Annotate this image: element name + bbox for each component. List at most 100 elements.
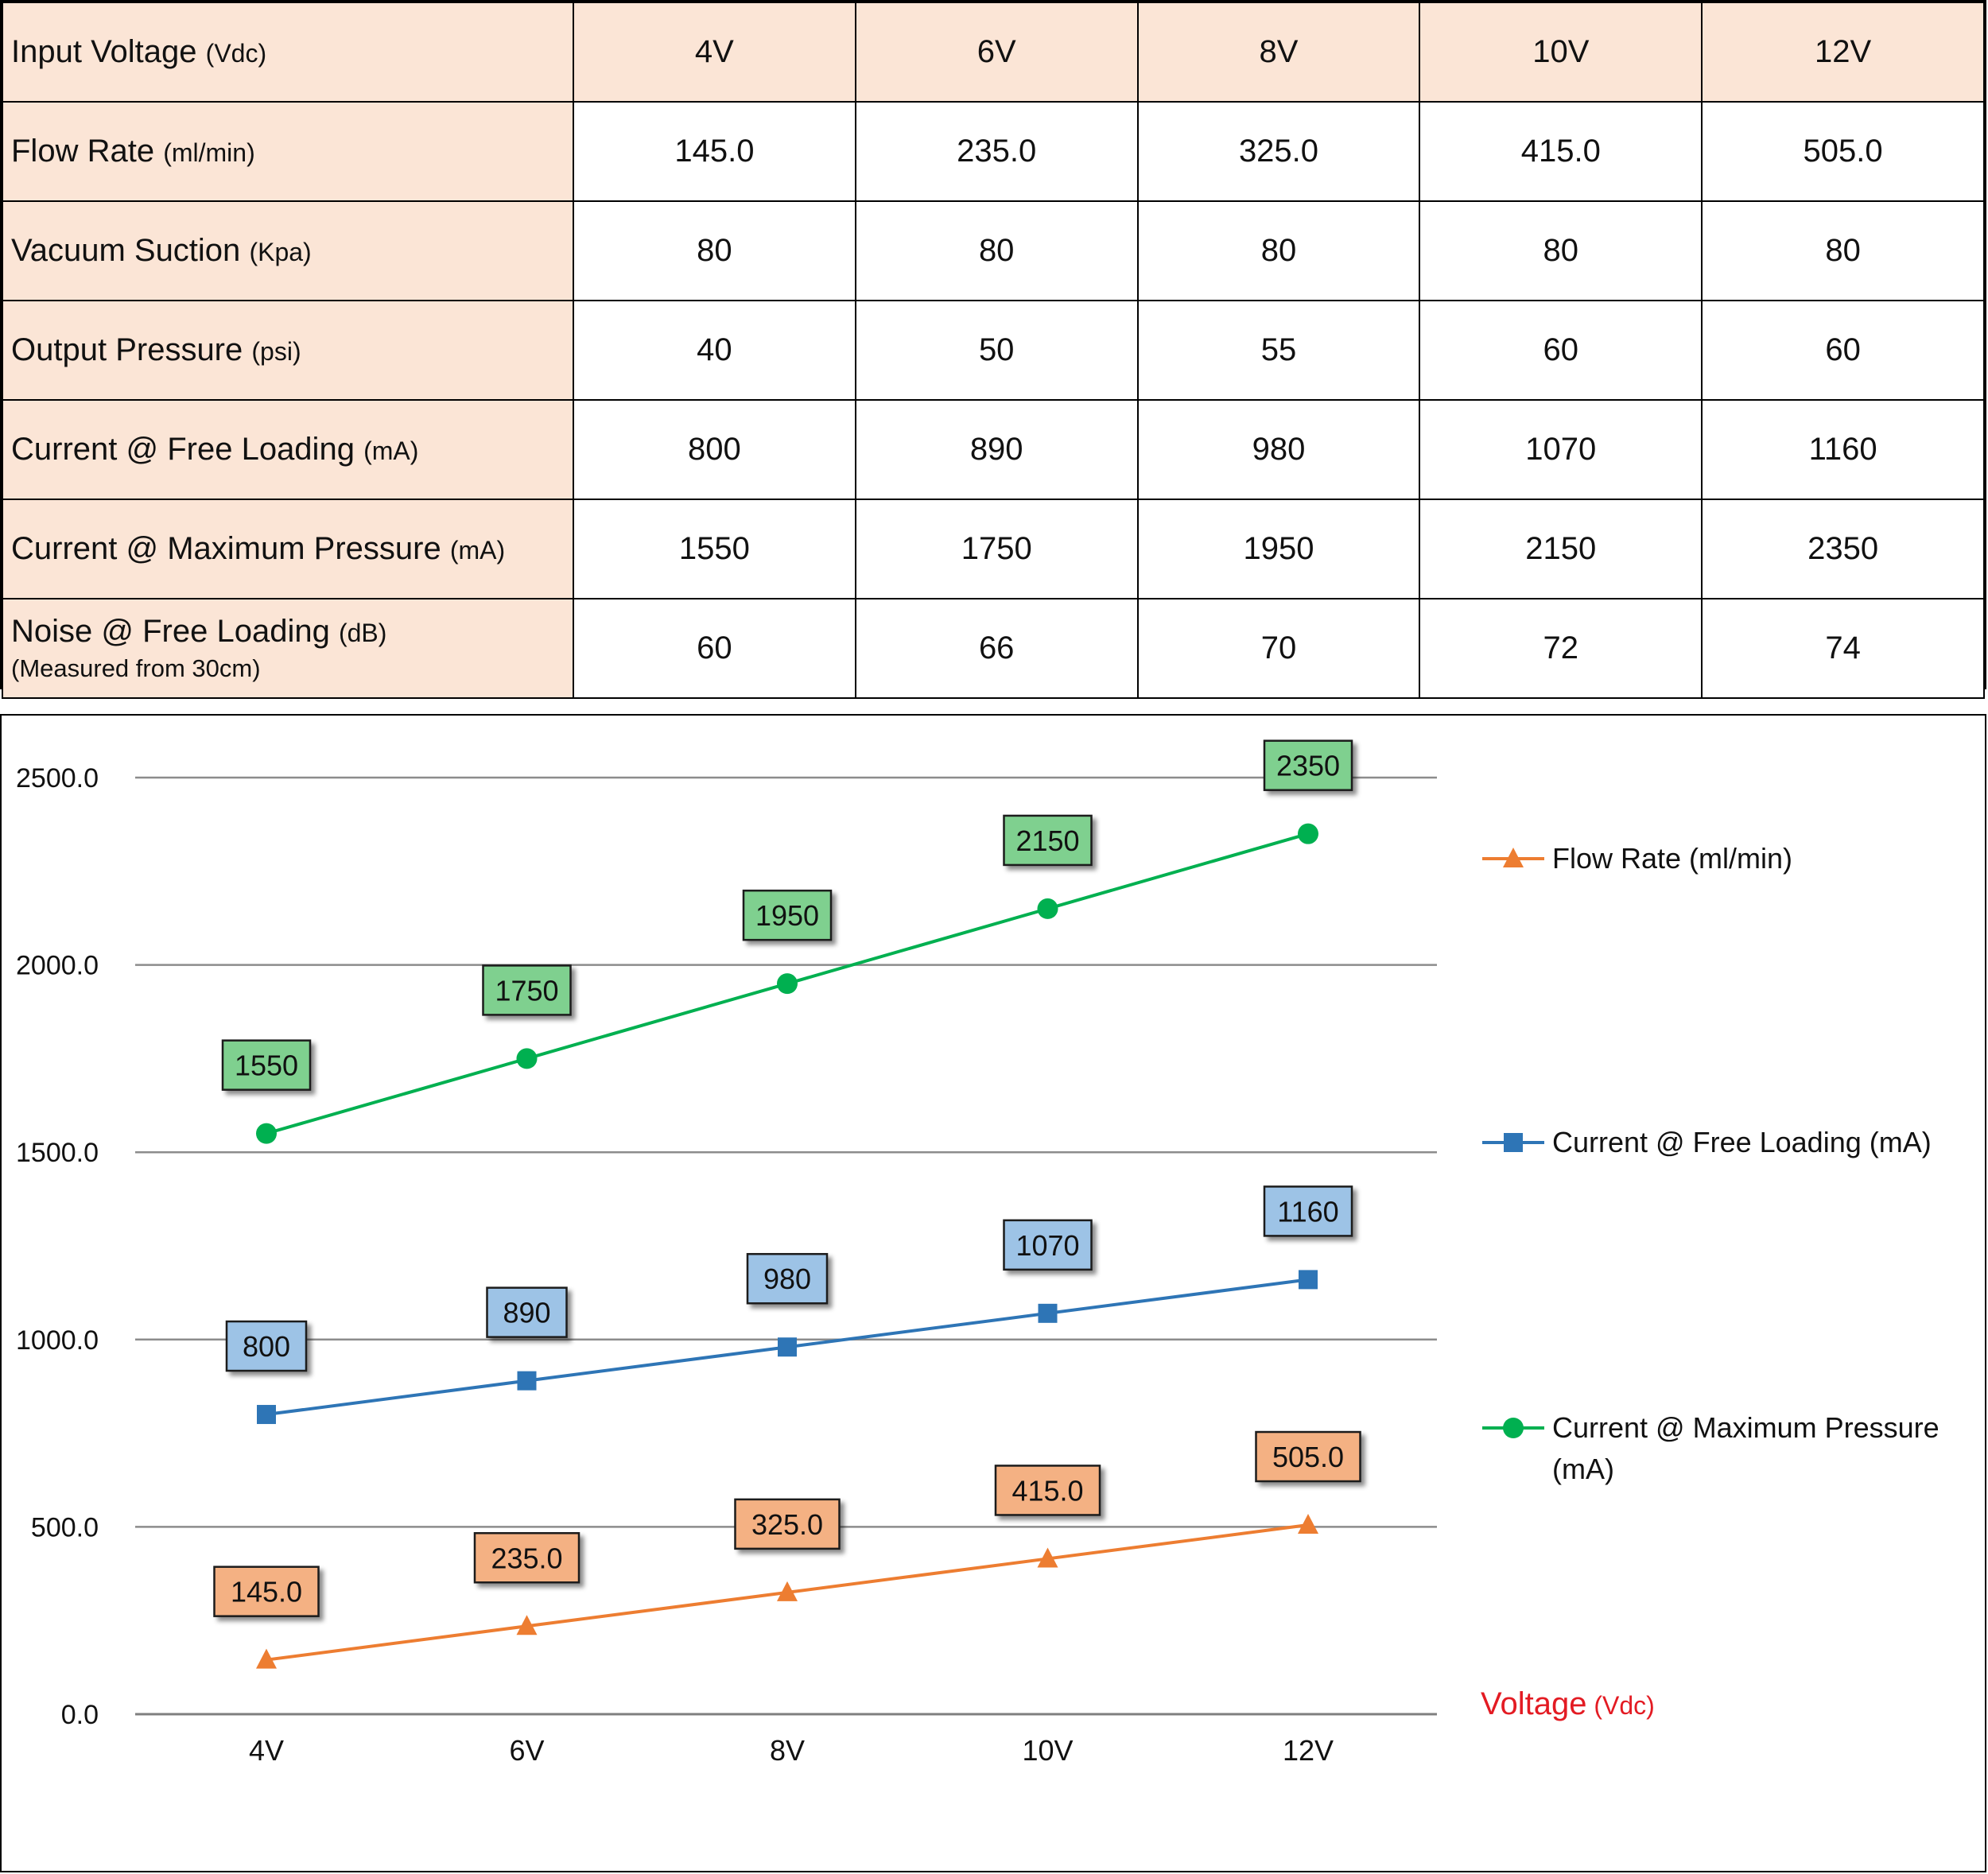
data-label: 415.0 (1011, 1474, 1083, 1507)
table-row-current-free-loading: Current @ Free Loading (mA) 800 890 980 … (2, 399, 1985, 500)
x-tick-label: 6V (509, 1734, 544, 1767)
data-label: 145.0 (231, 1576, 302, 1608)
table-cell: 60 (1419, 300, 1703, 401)
table-cell: 70 (1136, 598, 1421, 699)
table-row-current-max-pressure: Current @ Maximum Pressure (mA) 1550 175… (2, 499, 1985, 599)
table-cell: 66 (854, 598, 1139, 699)
table-cell: 2150 (1419, 499, 1703, 599)
data-label: 2150 (1015, 824, 1079, 857)
table-cell: 80 (1419, 200, 1703, 301)
row-label: Noise @ Free Loading (11, 614, 330, 649)
table-cell: 60 (573, 598, 856, 699)
data-point-circle (256, 1123, 277, 1144)
data-point-triangle (777, 1581, 798, 1601)
data-point-circle (1037, 898, 1058, 919)
row-label-cell: Vacuum Suction (Kpa) (2, 200, 574, 301)
data-label-box (1263, 739, 1353, 791)
y-tick-label: 1500.0 (16, 1138, 99, 1168)
y-tick-label: 1000.0 (16, 1325, 99, 1356)
data-point-square (778, 1337, 797, 1357)
y-tick-label: 500.0 (31, 1512, 99, 1542)
y-tick-label: 2000.0 (16, 951, 99, 981)
data-point-circle (516, 1048, 538, 1069)
data-point-square (1299, 1270, 1318, 1290)
data-label-box (225, 1320, 308, 1372)
y-tick-label: 0.0 (61, 1700, 99, 1730)
row-label: Flow Rate (11, 134, 155, 169)
data-point-triangle (516, 1615, 538, 1635)
data-point-circle (777, 973, 798, 995)
row-label-cell: Flow Rate (ml/min) (2, 101, 574, 202)
table-row-flow-rate: Flow Rate (ml/min) 145.0 235.0 325.0 415… (2, 101, 1985, 202)
data-label: 325.0 (751, 1508, 823, 1541)
table-cell: 40 (573, 300, 856, 401)
x-axis-title: Voltage (Vdc) (1481, 1686, 1655, 1721)
table-row-noise: Noise @ Free Loading (dB) (Measured from … (2, 598, 1985, 699)
data-label-box (221, 1039, 312, 1091)
data-label-box (486, 1286, 568, 1338)
data-label: 1160 (1277, 1195, 1338, 1228)
header-cell: 12V (1701, 2, 1985, 103)
table-cell: 1070 (1419, 399, 1703, 500)
table-cell: 505.0 (1701, 101, 1985, 202)
data-label-box (473, 1532, 580, 1584)
header-cell: 4V (573, 2, 856, 103)
spec-table-container: Input Voltage (Vdc) 4V 6V 8V 10V 12V Flo… (0, 0, 1986, 699)
legend-marker (1503, 848, 1524, 867)
table-cell: 2350 (1701, 499, 1985, 599)
x-tick-label: 4V (249, 1734, 284, 1767)
data-label-box (742, 889, 833, 941)
row-unit: (mA) (363, 436, 419, 465)
table-cell: 80 (1136, 200, 1421, 301)
table-cell: 72 (1419, 598, 1703, 699)
header-cell: 6V (854, 2, 1139, 103)
table-cell: 1950 (1136, 499, 1421, 599)
table-cell: 55 (1136, 300, 1421, 401)
data-label: 1950 (755, 899, 819, 932)
table-cell: 1160 (1701, 399, 1985, 500)
header-unit: (Vdc) (205, 39, 267, 68)
row-label-cell: Noise @ Free Loading (dB) (Measured from … (2, 598, 574, 699)
row-label-cell: Output Pressure (psi) (2, 300, 574, 401)
legend-item: Current @ Free Loading (mA) (1552, 1126, 1932, 1158)
data-label-box (1003, 1219, 1093, 1271)
table-row-output-pressure: Output Pressure (psi) 40 50 55 60 60 (2, 300, 1985, 401)
table-cell: 145.0 (573, 101, 856, 202)
data-point-square (257, 1405, 276, 1425)
row-note: (Measured from 30cm) (11, 654, 261, 682)
table-cell: 50 (854, 300, 1139, 401)
x-tick-label: 8V (770, 1734, 805, 1767)
data-label-box (482, 964, 572, 1016)
table-cell: 60 (1701, 300, 1985, 401)
x-tick-label: 12V (1283, 1734, 1334, 1767)
table-row-vacuum-suction: Vacuum Suction (Kpa) 80 80 80 80 80 (2, 200, 1985, 301)
data-label-box (734, 1498, 841, 1550)
table-cell: 800 (573, 399, 856, 500)
data-label: 800 (243, 1330, 290, 1363)
table-cell: 235.0 (854, 101, 1139, 202)
row-label: Vacuum Suction (11, 233, 241, 268)
line-chart: 0.0 500.0 1000.0 1500.0 2000.0 2500.0 4V 6V 8V 10… (16, 739, 1939, 1767)
data-label-box (746, 1252, 829, 1305)
data-label-box (1003, 814, 1093, 867)
row-label: Current @ Free Loading (11, 432, 355, 467)
row-label: Output Pressure (11, 332, 243, 367)
data-point-circle (1298, 823, 1318, 844)
data-label: 890 (503, 1297, 550, 1329)
table-cell: 80 (854, 200, 1139, 301)
data-label-box (1263, 1185, 1353, 1237)
data-label: 1750 (495, 974, 558, 1007)
table-cell: 74 (1701, 598, 1985, 699)
table-cell: 325.0 (1136, 101, 1421, 202)
row-label: Current @ Maximum Pressure (11, 531, 441, 566)
y-tick-label: 2500.0 (16, 763, 99, 793)
row-unit: (dB) (338, 619, 387, 647)
data-label: 1550 (235, 1050, 298, 1082)
table-cell: 890 (854, 399, 1139, 500)
row-label-cell: Current @ Free Loading (mA) (2, 399, 574, 500)
table-cell: 80 (573, 200, 856, 301)
row-unit: (mA) (449, 536, 506, 565)
row-unit: (psi) (251, 337, 301, 366)
data-label: 1070 (1015, 1229, 1079, 1262)
x-tick-label: 10V (1022, 1734, 1073, 1767)
